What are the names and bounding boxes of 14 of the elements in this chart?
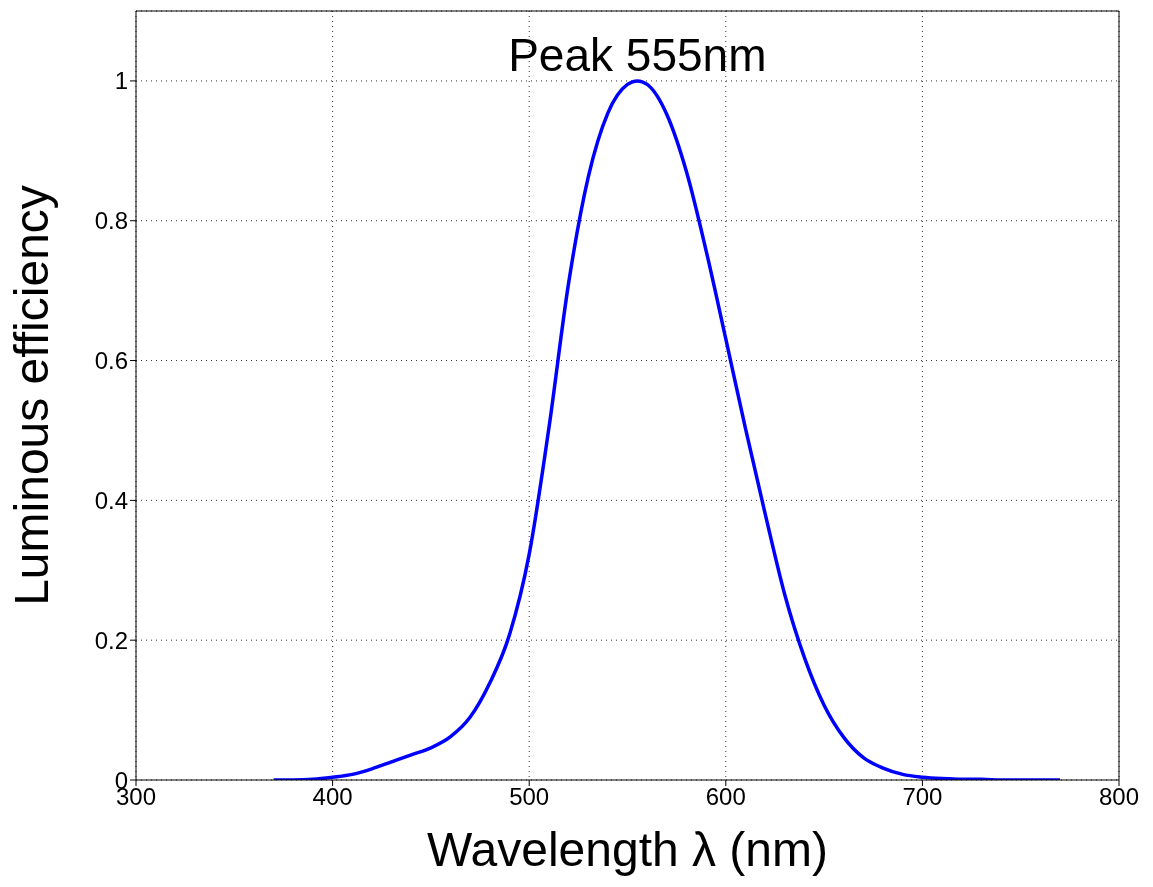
x-tick-label: 400: [312, 783, 353, 811]
x-axis-title: Wavelength λ (nm): [426, 823, 829, 876]
y-tick-label: 1: [114, 67, 128, 95]
y-tick-label: 0.8: [94, 207, 128, 235]
x-tick-label: 600: [705, 783, 746, 811]
x-tick-label: 700: [902, 783, 943, 811]
y-tick-label: 0.4: [94, 486, 128, 514]
annotation: Peak 555nm: [508, 28, 767, 81]
x-tick-label: 500: [509, 783, 550, 811]
line-series: [271, 79, 1062, 780]
y-tick-label: 0.6: [94, 347, 128, 375]
x-tick-label: 800: [1098, 783, 1140, 811]
y-tick-label: 0.2: [94, 626, 128, 654]
y-axis-title: Luminous efficiency: [5, 185, 58, 606]
